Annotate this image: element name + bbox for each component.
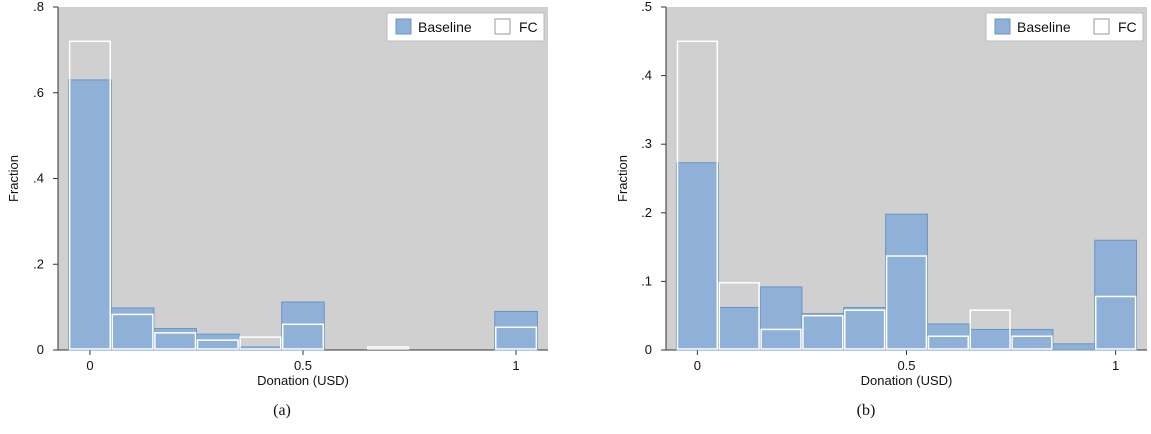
fc-bar-b	[969, 309, 1011, 350]
y-axis-title-a: Fraction	[6, 155, 21, 202]
fc-bar-a	[494, 326, 538, 350]
x-tick-label-a: 1	[512, 358, 519, 373]
baseline-bar-b	[843, 306, 887, 351]
baseline-bar-a	[68, 79, 112, 351]
x-axis-title-a: Donation (USD)	[257, 373, 349, 388]
baseline-bar-b	[759, 286, 803, 351]
baseline-bar-b	[1010, 328, 1054, 351]
baseline-bar-b	[1094, 239, 1138, 351]
fc-bar-b	[718, 282, 760, 350]
y-tick-label-a: .8	[33, 0, 44, 14]
x-tick-label-a: 0	[86, 358, 93, 373]
y-tick-label-b: .4	[641, 68, 652, 83]
y-tick-label-a: .2	[33, 256, 44, 271]
y-tick-label-b: .3	[641, 136, 652, 151]
legend-box-b	[985, 12, 1144, 42]
baseline-bar-a	[494, 310, 538, 351]
fc-bar-b	[844, 309, 886, 350]
x-tick-label-b: 0	[694, 358, 701, 373]
x-tick-label-b: 1	[1112, 358, 1119, 373]
chart-panel-b: 0 .1 .2 .3 .4 .5 0 0.5 1 Fraction Donation (USD) Ba…	[605, 0, 1151, 434]
legend-b: Baseline FC	[985, 12, 1144, 42]
legend-label-baseline-a: Baseline	[418, 19, 472, 35]
plot-area-a	[58, 7, 548, 350]
y-tick-label-a: .4	[33, 171, 44, 186]
y-tick-label-b: 0	[645, 342, 652, 357]
legend-a: Baseline FC	[386, 12, 545, 42]
baseline-bar-a	[195, 333, 240, 351]
y-tick-label-a: .6	[33, 85, 44, 100]
chart-panel-a: 0 .2 .4 .6 .8 0 0.5 1 Fraction Donation (USD) Base…	[0, 0, 560, 434]
baseline-bar-b	[885, 213, 928, 351]
x-tick-label-b: 0.5	[897, 358, 915, 373]
baseline-bar-b	[1052, 343, 1096, 351]
caption-a: (a)	[273, 402, 291, 419]
fc-bar-a	[154, 332, 197, 350]
histogram-chart-b: 0 .1 .2 .3 .4 .5 0 0.5 1 Fraction Donation (USD) Ba…	[615, 0, 1147, 388]
baseline-bar-b	[675, 162, 719, 351]
legend-label-fc-b: FC	[1118, 19, 1137, 35]
fc-bar-a	[196, 339, 239, 350]
legend-swatch-fc-a	[494, 18, 511, 35]
fc-bar-b	[1094, 295, 1137, 350]
y-tick-label-a: 0	[37, 342, 44, 357]
fc-bar-b	[802, 314, 844, 350]
fc-bar-b	[676, 40, 719, 350]
baseline-bar-a	[281, 301, 325, 351]
baseline-bar-b	[717, 306, 761, 351]
y-tick-label-b: .1	[641, 273, 652, 288]
baseline-bar-b	[968, 328, 1012, 351]
legend-swatch-baseline-b	[994, 18, 1011, 35]
fc-bar-b	[1011, 335, 1053, 350]
x-tick-label-a: 0.5	[294, 358, 312, 373]
fc-bar-a	[281, 323, 325, 350]
baseline-bar-a	[153, 328, 197, 351]
fc-bar-b	[927, 335, 969, 350]
baseline-bar-b	[801, 313, 845, 351]
legend-label-baseline-b: Baseline	[1017, 19, 1071, 35]
legend-swatch-fc-b	[1093, 18, 1110, 35]
fc-bar-a	[239, 336, 282, 350]
legend-swatch-baseline-a	[395, 18, 412, 35]
fc-bar-b	[760, 328, 802, 350]
y-tick-label-b: .2	[641, 205, 652, 220]
legend-box-a	[386, 12, 545, 42]
fc-bar-a	[111, 313, 154, 350]
y-tick-label-b: .5	[641, 0, 652, 14]
fc-bar-b	[885, 255, 928, 350]
histogram-chart-a: 0 .2 .4 .6 .8 0 0.5 1 Fraction Donation (USD) Base…	[6, 0, 548, 388]
y-axis-title-b: Fraction	[615, 155, 630, 202]
legend-label-fc-a: FC	[519, 19, 538, 35]
x-axis-title-b: Donation (USD)	[861, 373, 953, 388]
caption-b: (b)	[856, 402, 876, 419]
fc-bar-a	[68, 40, 112, 350]
fc-bar-a	[367, 346, 410, 350]
